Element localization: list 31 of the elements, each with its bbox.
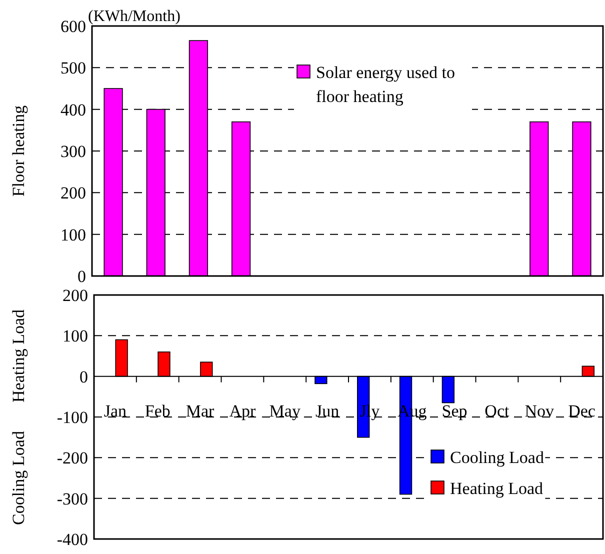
x-tick-label: Jun	[315, 401, 340, 420]
y-axis-title: Heating Load	[9, 309, 28, 402]
y-tick-label: -400	[56, 530, 88, 549]
y-tick-label: 600	[60, 17, 86, 36]
y-tick-label: 400	[60, 100, 86, 120]
x-tick-label: Apr	[229, 401, 256, 420]
y-tick-label: 200	[60, 184, 86, 203]
y-tick-label: 0	[80, 367, 88, 386]
legend-label: Cooling Load	[450, 448, 544, 467]
y-tick-label: -200	[56, 448, 88, 468]
x-tick-label: Feb	[144, 401, 170, 420]
chart-title: (KWh/Month)	[88, 8, 180, 25]
text: Cooling Load	[9, 430, 28, 525]
x-tick-label: Dec	[568, 401, 596, 420]
y-tick-label: 500	[60, 58, 86, 78]
y-tick-label: 0	[78, 267, 86, 286]
y-tick-label: 200	[62, 286, 88, 305]
x-tick-label: Sep	[442, 401, 468, 420]
y-tick-label: -100	[56, 408, 88, 427]
y-tick-label: 100	[60, 225, 86, 244]
y-tick-label: 100	[62, 326, 88, 346]
y-tick-label: 300	[60, 142, 86, 161]
legend-label: Heating Load	[450, 479, 544, 498]
x-tick-label: Nov	[524, 401, 555, 420]
y-tick-label: -300	[56, 489, 88, 508]
y-axis-title: Floor heating	[9, 104, 28, 197]
x-tick-label: Jan	[104, 401, 128, 420]
legend-label: Solar energy used to floor heating	[316, 63, 455, 106]
x-tick-label: Mar	[186, 401, 215, 420]
x-tick-label: May	[269, 401, 301, 420]
x-tick-label: Oct	[484, 401, 510, 420]
